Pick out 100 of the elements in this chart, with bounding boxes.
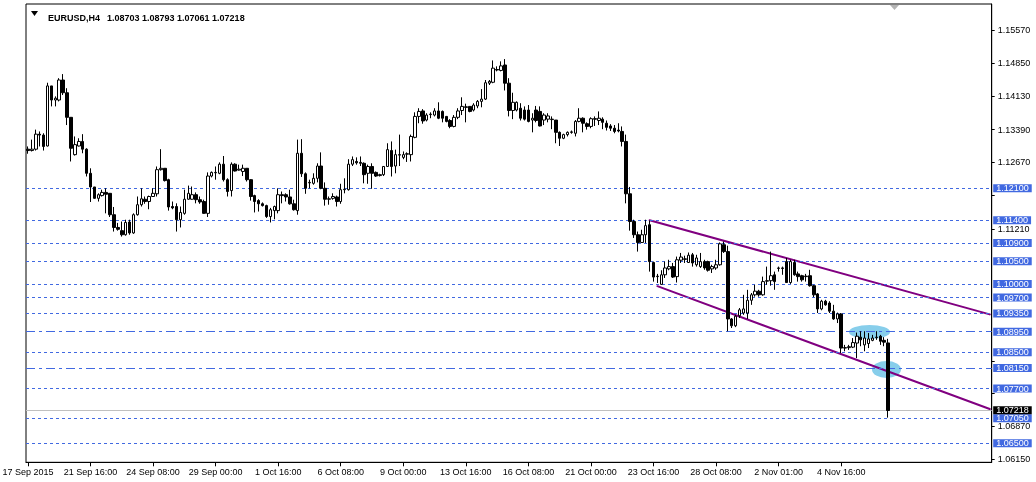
candlestick [425,112,428,122]
candlestick [34,129,38,152]
ref-line-label: 1.10000 [996,278,1029,289]
y-tick-label: 1.06150 [997,454,1031,465]
candlestick [734,314,737,328]
candlestick [699,252,702,269]
candlestick [867,332,870,349]
candlestick [648,220,651,273]
candlestick [726,245,730,332]
candlestick [585,121,589,131]
candlestick [194,191,198,204]
candlestick [800,274,804,283]
x-tick-label: 17 Sep 2015 [2,466,54,477]
candlestick [863,330,866,352]
candlestick [284,192,288,203]
candlestick [879,334,882,346]
x-tick-label: 4 Nov 16:00 [816,466,866,477]
x-tick-label: 1 Oct 16:00 [254,466,302,477]
y-tick-label: 1.12670 [997,157,1031,168]
y-tick-label: 1.14130 [997,90,1031,101]
candlestick [832,304,835,321]
candlestick [593,115,597,127]
y-tick-label: 1.13390 [997,124,1031,135]
candlestick [839,312,843,354]
candlestick [472,102,475,112]
candlestick [675,256,679,284]
x-tick-label: 13 Oct 16:00 [440,466,492,477]
candlestick [746,289,749,320]
candlestick [875,330,878,341]
candlestick [104,187,108,214]
candlestick [886,338,890,419]
x-tick-label: 23 Oct 16:00 [627,466,680,477]
candlestick [57,77,61,102]
text: EURUSD,H4 [48,12,101,23]
x-tick-label: 2 Nov 01:00 [754,466,803,477]
candlestick [390,140,393,177]
x-tick-label: 21 Sep 16:00 [63,466,118,477]
candlestick [429,111,432,119]
x-tick-label: 16 Oct 08:00 [502,466,555,477]
candlestick [769,251,773,287]
ref-line-label: 1.07700 [996,383,1029,394]
candlestick [554,119,558,144]
candlestick [597,110,601,126]
candlestick [38,130,41,147]
candlestick [269,207,272,223]
candlestick [855,332,859,359]
y-tick-label: 1.06870 [997,421,1031,432]
ref-line-label: 1.06500 [996,438,1029,449]
ref-line-label: 1.08500 [996,347,1029,358]
ref-line-label: 1.09700 [996,292,1029,303]
ref-line-label: 1.08950 [996,326,1029,337]
candlestick [347,158,350,192]
y-tick-label: 1.14850 [997,58,1031,69]
candlestick [437,101,440,120]
candlestick [718,241,722,267]
candlestick [190,186,194,201]
x-tick-label: 21 Oct 00:00 [565,466,617,477]
candlestick [265,204,268,219]
x-tick-label: 29 Sep 00:00 [188,466,243,477]
candlestick [46,82,49,147]
candlestick [613,124,616,134]
ref-line-label: 1.09350 [996,308,1029,319]
candlestick [566,130,569,137]
candlestick [230,161,233,198]
candlestick [120,221,124,238]
candlestick [175,202,178,233]
ref-line-label: 1.08150 [996,363,1029,374]
candlestick [652,261,655,283]
candlestick [257,198,260,213]
x-tick-label: 9 Oct 00:00 [380,466,427,477]
candlestick [241,164,245,177]
y-tick-label: 1.15570 [997,25,1031,36]
x-tick-label: 24 Sep 08:00 [126,466,180,477]
candlestick [695,254,698,268]
candlestick [605,120,608,132]
x-tick-label: 28 Oct 08:00 [690,466,742,477]
candlestick [777,266,780,273]
candlestick [523,105,526,122]
candlestick [683,255,687,264]
x-tick-label: 6 Oct 08:00 [317,466,364,477]
candlestick [789,259,792,285]
text: 1.08703 1.08793 1.07061 1.07218 [107,12,245,23]
candlestick [366,164,370,185]
ref-line-label: 1.10900 [996,237,1029,248]
ref-line-label: 1.11400 [996,215,1029,226]
candlestick [206,171,210,218]
candlestick [296,139,299,216]
ref-line-label: 1.12100 [996,183,1029,194]
y-tick-label: 1.11210 [997,223,1030,234]
candlestick [589,116,593,129]
candlestick [491,59,495,84]
candlestick [706,260,710,273]
candlestick [370,162,374,190]
candlestick [124,219,127,237]
ref-line-label: 1.07050 [996,413,1029,424]
candlestick [538,105,542,127]
candlestick [609,123,612,132]
candlestick [785,257,788,284]
candlestick [691,252,694,268]
candlestick [355,156,358,166]
